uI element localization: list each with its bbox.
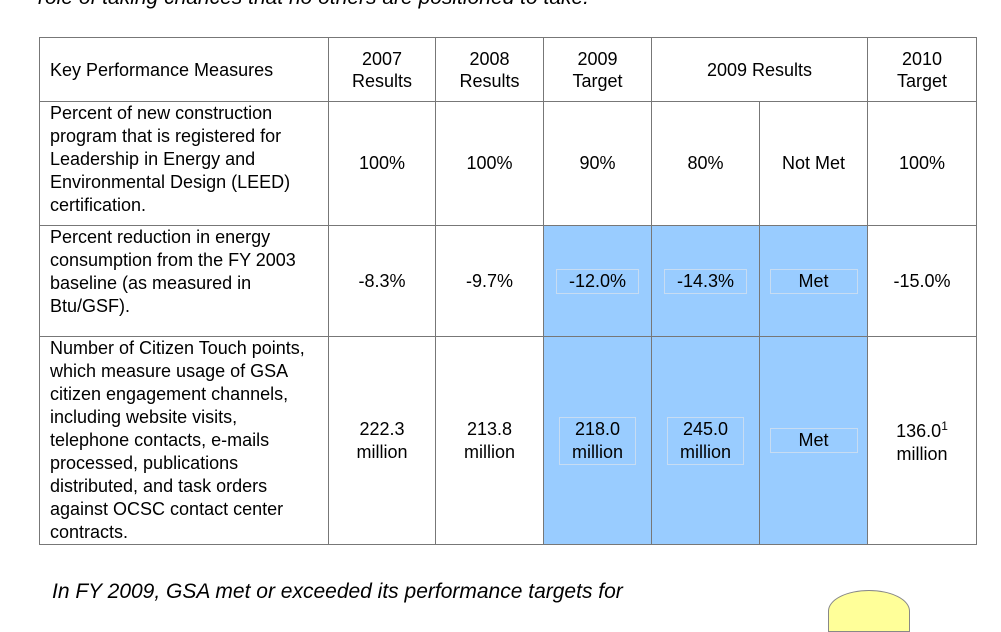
table-row: Number of Citizen Touch points, which me… [39, 336, 978, 545]
table-row: Percent of new construction program that… [39, 101, 978, 226]
header-key-measures: Key Performance Measures [39, 37, 329, 102]
measure-cell: Number of Citizen Touch points, which me… [39, 336, 329, 545]
header-label: Key Performance Measures [50, 59, 274, 80]
result-2007-cell: -8.3% [328, 225, 436, 337]
header-label: 2008 [469, 48, 510, 69]
header-sublabel: Target [897, 70, 948, 91]
target-2010-cell: -15.0% [867, 225, 978, 337]
footnote-marker: 1 [941, 419, 948, 433]
result-2007-cell: 100% [328, 101, 436, 226]
header-label: 2007 [361, 48, 403, 69]
result-2007-cell: 222.3 million [328, 336, 436, 545]
target-2010-cell: 100% [867, 101, 978, 226]
table-header-row: Key Performance Measures 2007 Results 20… [39, 37, 978, 102]
target-2009-cell: 90% [543, 101, 652, 226]
cell-unit: million [679, 441, 731, 462]
target-2009-cell: 218.0 million [543, 336, 652, 545]
header-label: 2009 [577, 48, 618, 69]
cell-unit: million [463, 441, 515, 462]
target-2009-cell: -12.0% [543, 225, 652, 337]
header-label: 2010 [901, 48, 943, 69]
header-sublabel: Results [351, 70, 413, 91]
status-cell: Met [758, 336, 869, 545]
cell-value: 218.0 [574, 418, 621, 439]
result-2008-cell: 213.8 million [435, 336, 544, 545]
cell-value: 222.3 [359, 418, 405, 439]
result-2009-cell: 245.0 million [651, 336, 760, 545]
cell-value: -14.3% [663, 268, 748, 294]
cell-value: 245.0 [682, 418, 729, 439]
cell-value-block: 245.0 million [666, 416, 744, 465]
header-sublabel: Target [572, 70, 623, 91]
result-2008-cell: 100% [435, 101, 544, 226]
header-2009-target: 2009 Target [543, 37, 652, 102]
cell-value: 213.8 [466, 418, 513, 439]
header-label: 2009 Results [706, 59, 813, 80]
status-cell: Not Met [758, 101, 869, 226]
measure-cell: Percent reduction in energy consumption … [39, 225, 329, 337]
intro-text: role of taking chances that no others ar… [38, 0, 589, 10]
performance-table: Key Performance Measures 2007 Results 20… [39, 37, 978, 545]
closing-text: In FY 2009, GSA met or exceeded its perf… [52, 580, 623, 603]
header-2007-results: 2007 Results [328, 37, 436, 102]
result-2009-cell: -14.3% [651, 225, 760, 337]
table-row: Percent reduction in energy consumption … [39, 225, 978, 337]
cell-unit: million [571, 441, 623, 462]
header-2009-results: 2009 Results [650, 37, 869, 102]
cell-unit: million [896, 444, 948, 464]
cell-value: Met [769, 268, 858, 294]
cell-value: -12.0% [555, 268, 640, 294]
cell-value-block: 218.0 million [558, 416, 636, 465]
header-2010-target: 2010 Target [867, 37, 978, 102]
cell-value: 136.0 [896, 421, 942, 441]
header-sublabel: Results [459, 70, 520, 91]
header-2008-results: 2008 Results [435, 37, 544, 102]
status-cell: Met [758, 225, 869, 337]
target-2010-cell: 136.01 million [867, 336, 978, 545]
decorative-graphic [828, 590, 910, 632]
cell-value: Met [769, 428, 858, 453]
result-2008-cell: -9.7% [435, 225, 544, 337]
measure-cell: Percent of new construction program that… [39, 101, 329, 226]
result-2009-cell: 80% [651, 101, 760, 226]
cell-unit: million [356, 441, 408, 462]
